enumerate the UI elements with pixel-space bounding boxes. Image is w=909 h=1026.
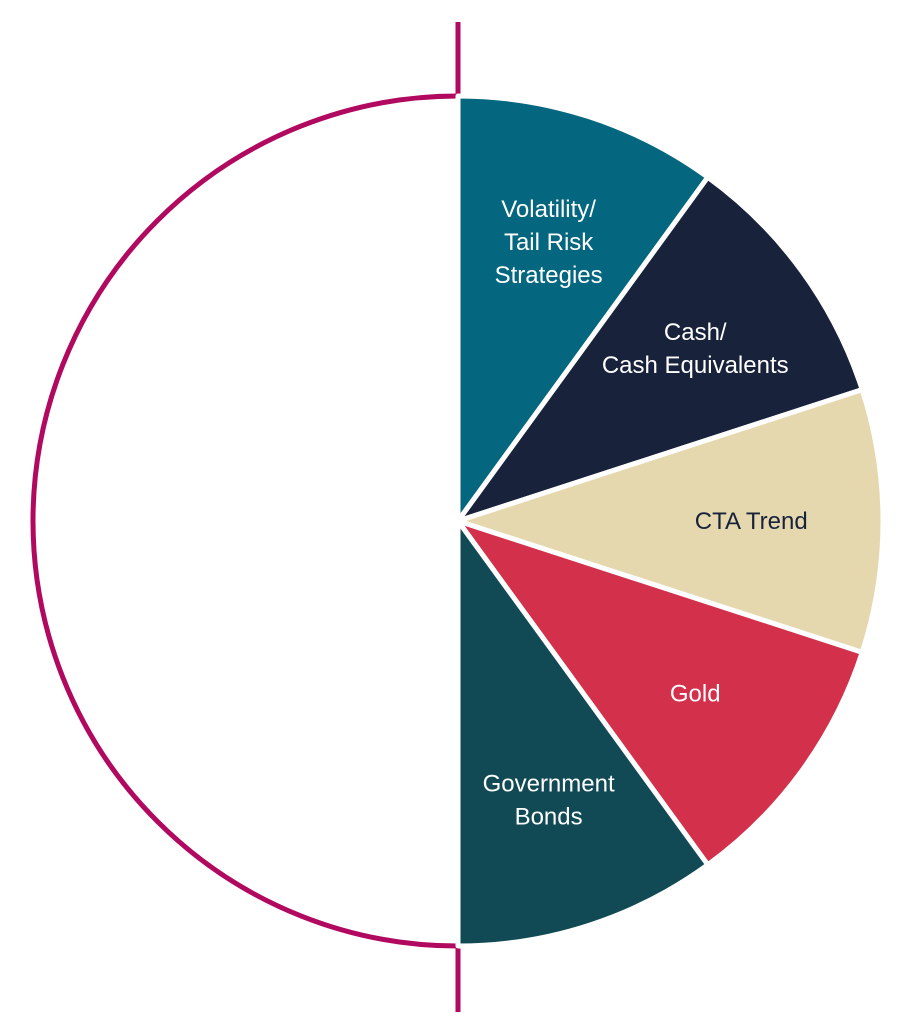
slice-label-line: Cash Equivalents: [602, 352, 789, 379]
slice-label-line: Cash/: [664, 319, 727, 346]
pie-slice-4: [455, 518, 711, 949]
pie-slice-labels: Volatility/Tail Risk Strategies Cash/Cash …: [483, 196, 808, 830]
slice-label-line: Gold: [670, 680, 721, 707]
pie-slices: [455, 93, 886, 949]
slice-label-line: Bonds: [515, 803, 583, 830]
slice-label-line: Government: [483, 770, 615, 797]
slice-label-4: Government Bonds: [483, 770, 615, 830]
pie-slice-3: [455, 518, 865, 868]
empty-half-outline: [30, 93, 459, 949]
pie-slice-1: [455, 174, 865, 524]
slice-label-line: Volatility/: [501, 196, 596, 223]
slice-label-2: CTA Trend: [695, 508, 808, 535]
slice-label-line: Tail Risk: [504, 229, 594, 256]
slice-label-0: Volatility/Tail Risk Strategies: [495, 196, 603, 289]
slice-label-line: Strategies: [495, 262, 603, 289]
pie-slice-2: [455, 387, 886, 655]
slice-label-1: Cash/Cash Equivalents: [602, 319, 789, 379]
slice-label-3: Gold: [670, 680, 721, 707]
slice-label-line: CTA Trend: [695, 508, 808, 535]
pie-slice-0: [455, 93, 711, 524]
